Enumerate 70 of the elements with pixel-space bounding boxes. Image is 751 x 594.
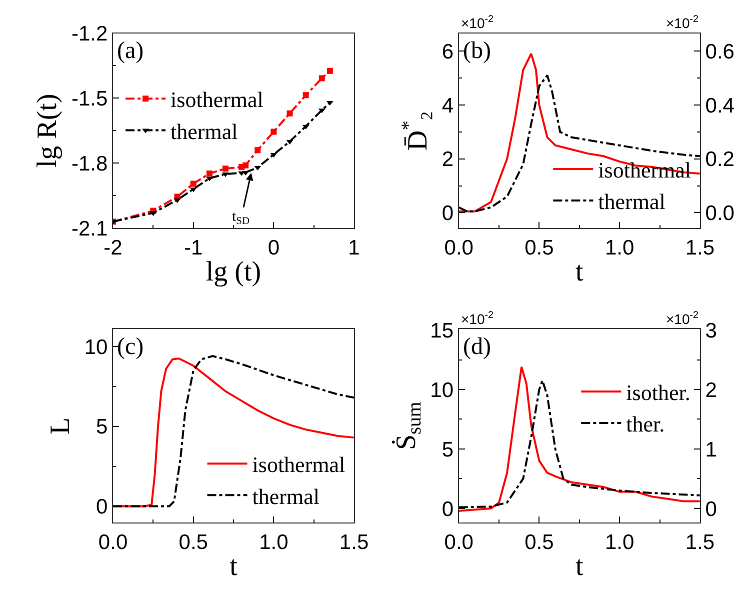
y2-tick-label: 0.2 — [705, 148, 734, 172]
text: ×10$^{-2}$ — [461, 310, 494, 327]
y-tick-label: 10 — [430, 378, 454, 402]
x-tick-label: 0.0 — [444, 236, 474, 260]
legend-label: isothermal — [252, 452, 346, 478]
y-axis-title: lg R(t) — [32, 94, 64, 168]
point — [286, 110, 293, 116]
point — [206, 170, 212, 177]
y2-tick-label: 1 — [705, 438, 717, 462]
annotation: (c) — [117, 334, 144, 360]
annotation: (b) — [463, 38, 491, 64]
point — [302, 92, 309, 98]
y-axis-title: L — [45, 417, 76, 434]
y-tick-label: 0 — [96, 496, 108, 519]
y2-tick-label: 0 — [705, 498, 717, 521]
y-tick-label: -1.8 — [71, 152, 108, 176]
point — [270, 128, 277, 135]
x-axis-title: lg (t) — [206, 256, 262, 288]
text: ×10$^{-2}$ — [461, 14, 494, 31]
legend-label: isothermal — [170, 87, 264, 112]
point — [254, 147, 261, 154]
point — [190, 180, 196, 187]
y2-tick-label: 0.0 — [705, 202, 734, 226]
x-tick-label: 0.5 — [178, 531, 208, 554]
x-tick-label: 1.5 — [339, 531, 369, 554]
annotation: (a) — [117, 38, 144, 64]
legend-label: thermal — [598, 189, 666, 214]
y-tick-label: 5 — [96, 416, 108, 439]
text: ×10$^{-2}$ — [666, 14, 698, 31]
y-tick-label: 4 — [442, 94, 454, 118]
y2-tick-label: 2 — [705, 378, 717, 402]
x-tick-label: 1.0 — [259, 531, 288, 554]
x-tick-label: 1.0 — [604, 531, 634, 554]
y-tick-label: 6 — [442, 40, 454, 64]
x-tick-label: 0.5 — [524, 531, 554, 554]
x-axis-title: t — [230, 551, 238, 582]
y2-tick-label: 0.4 — [705, 94, 735, 118]
y-tick-label: 5 — [442, 438, 454, 462]
x-axis-title: t — [576, 256, 584, 288]
x-tick-label: 0.5 — [524, 236, 554, 260]
point — [242, 162, 249, 168]
annotation: (d) — [463, 334, 491, 360]
y-tick-label: 0 — [442, 498, 454, 521]
legend-label: thermal — [252, 484, 320, 509]
point — [222, 172, 229, 177]
x-tick-label: 0.0 — [98, 531, 128, 554]
x-tick-label: -1 — [184, 236, 203, 260]
x-tick-label: 1.5 — [685, 236, 715, 260]
y2-tick-label: 0.6 — [705, 40, 734, 64]
point — [318, 75, 325, 82]
y2-tick-label: 3 — [705, 319, 717, 342]
x-tick-label: 1 — [348, 236, 360, 260]
x-tick-label: 1.5 — [685, 531, 715, 554]
y-tick-label: 10 — [84, 336, 108, 359]
y-tick-label: 2 — [442, 148, 454, 172]
x-tick-label: 1.0 — [604, 236, 634, 260]
y-tick-label: 0 — [442, 202, 454, 226]
text: ×10$^{-2}$ — [666, 310, 698, 327]
legend-label: ther. — [626, 412, 665, 437]
x-tick-label: 0 — [268, 236, 280, 260]
y-tick-label: -1.5 — [71, 88, 108, 111]
x-tick-label: 0.0 — [444, 531, 474, 554]
y-tick-label: 15 — [430, 319, 454, 342]
point — [222, 166, 228, 172]
point — [326, 68, 333, 74]
y-tick-label: -1.2 — [71, 22, 108, 46]
annotation: t$_{SD}$ — [232, 209, 250, 228]
x-axis-title: t — [576, 551, 584, 582]
legend-label: thermal — [170, 118, 238, 144]
legend-label: isother. — [626, 380, 690, 406]
